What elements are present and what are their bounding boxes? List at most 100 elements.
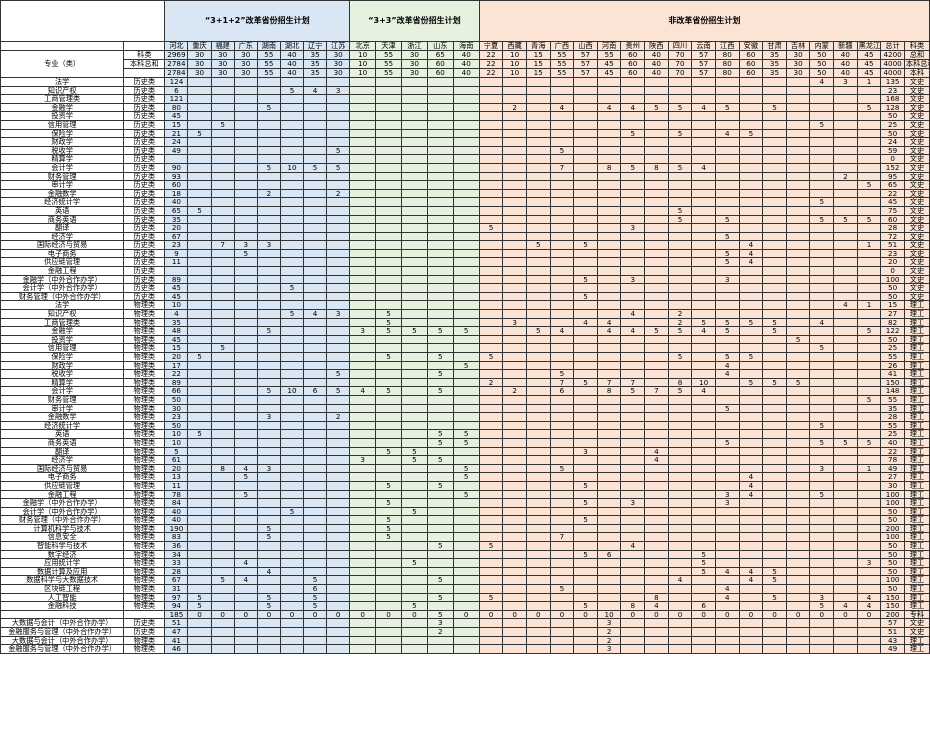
plan-count — [233, 291, 258, 302]
plan-count: 66 — [164, 386, 189, 396]
plan-count — [644, 283, 669, 293]
plan-count — [210, 420, 235, 431]
plan-count — [856, 343, 882, 353]
plan-count — [785, 549, 811, 560]
plan-count — [187, 472, 212, 482]
plan-count — [256, 420, 281, 431]
plan-count — [833, 334, 858, 345]
plan-count — [549, 515, 575, 525]
plan-count: 5 — [187, 352, 212, 362]
plan-count — [620, 618, 646, 628]
plan-count — [187, 197, 212, 207]
plan-count — [667, 171, 693, 182]
plan-count — [233, 197, 258, 207]
plan-count — [833, 102, 858, 113]
plan-count — [452, 566, 480, 577]
discipline-label: 总和 — [903, 50, 930, 60]
plan-count: 5 — [210, 343, 235, 353]
plan-count — [809, 188, 835, 199]
plan-count — [401, 523, 428, 534]
row-total: 30 — [880, 480, 905, 491]
major-name: 财政学 — [0, 137, 125, 147]
plan-count — [573, 300, 598, 311]
plan-count — [596, 601, 622, 611]
plan-count — [762, 291, 787, 302]
plan-count — [375, 94, 402, 104]
plan-count: 2 — [326, 188, 351, 199]
subject-type: 历史类 — [123, 85, 166, 96]
plan-count — [573, 188, 598, 199]
plan-count — [502, 403, 527, 414]
plan-count — [785, 145, 811, 156]
plan-count — [502, 231, 527, 242]
row-discipline: 理工 — [903, 549, 930, 560]
plan-count — [233, 145, 258, 156]
plan-count — [691, 231, 716, 242]
plan-count: 0 — [573, 609, 598, 620]
plan-count — [375, 455, 402, 465]
plan-count — [256, 274, 281, 285]
plan-count — [573, 523, 598, 534]
plan-total: 40 — [644, 50, 669, 60]
plan-count — [644, 489, 669, 500]
plan-count — [667, 283, 693, 293]
plan-count — [478, 644, 504, 654]
plan-count — [785, 429, 811, 439]
plan-count — [187, 326, 212, 336]
subject-type: 物理类 — [123, 515, 166, 525]
plan-count — [785, 343, 811, 353]
plan-count — [502, 111, 527, 121]
row-discipline: 文史 — [903, 145, 930, 156]
plan-count — [401, 248, 428, 259]
plan-count — [210, 214, 235, 225]
plan-count: 2 — [478, 377, 504, 388]
plan-count — [644, 94, 669, 104]
plan-count — [401, 377, 428, 388]
plan-count — [785, 214, 811, 225]
plan-count — [233, 162, 258, 173]
plan-count — [279, 412, 305, 422]
plan-count — [620, 343, 646, 353]
plan-total: 2784 — [164, 68, 189, 78]
plan-count — [667, 94, 693, 104]
row-discipline: 理工 — [903, 369, 930, 379]
plan-count — [426, 283, 454, 293]
plan-count — [809, 377, 835, 388]
plan-count — [525, 171, 551, 182]
plan-count — [210, 326, 235, 336]
plan-count — [233, 446, 258, 457]
plan-total: 10 — [349, 59, 377, 69]
plan-count — [210, 489, 235, 500]
plan-count: 84 — [164, 498, 189, 508]
plan-count — [596, 541, 622, 551]
plan-count: 3 — [349, 326, 377, 336]
plan-count — [667, 420, 693, 431]
row-discipline: 理工 — [903, 309, 930, 319]
plan-count — [210, 429, 235, 439]
plan-count — [738, 231, 764, 242]
major-name: 金融工程 — [0, 266, 125, 276]
plan-count — [833, 420, 858, 431]
plan-count — [303, 541, 328, 551]
plan-count — [401, 77, 428, 87]
plan-count — [426, 584, 454, 594]
plan-count: 4 — [691, 162, 716, 173]
major-name: 税收学 — [0, 145, 125, 156]
plan-count — [809, 180, 835, 190]
plan-count — [762, 618, 787, 628]
province-name: 甘肃 — [762, 41, 787, 51]
plan-count — [785, 644, 811, 654]
major-name: 电子商务 — [0, 472, 125, 482]
plan-count — [573, 627, 598, 637]
plan-count: 10 — [691, 377, 716, 388]
plan-count — [549, 334, 575, 345]
plan-count — [691, 180, 716, 190]
plan-count — [738, 180, 764, 190]
plan-count — [714, 266, 740, 276]
plan-count — [856, 257, 882, 268]
plan-count: 5 — [452, 437, 480, 448]
plan-count — [856, 128, 882, 139]
plan-count — [401, 463, 428, 474]
plan-count — [667, 291, 693, 302]
plan-count — [426, 394, 454, 405]
